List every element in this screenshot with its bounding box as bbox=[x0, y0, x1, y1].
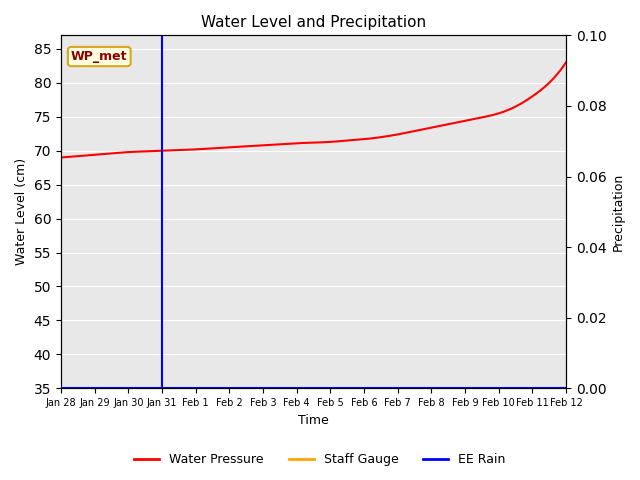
Y-axis label: Water Level (cm): Water Level (cm) bbox=[15, 158, 28, 265]
X-axis label: Time: Time bbox=[298, 414, 329, 427]
Text: WP_met: WP_met bbox=[71, 50, 127, 63]
Title: Water Level and Precipitation: Water Level and Precipitation bbox=[201, 15, 426, 30]
Y-axis label: Precipitation: Precipitation bbox=[612, 173, 625, 251]
Legend: Water Pressure, Staff Gauge, EE Rain: Water Pressure, Staff Gauge, EE Rain bbox=[129, 448, 511, 471]
